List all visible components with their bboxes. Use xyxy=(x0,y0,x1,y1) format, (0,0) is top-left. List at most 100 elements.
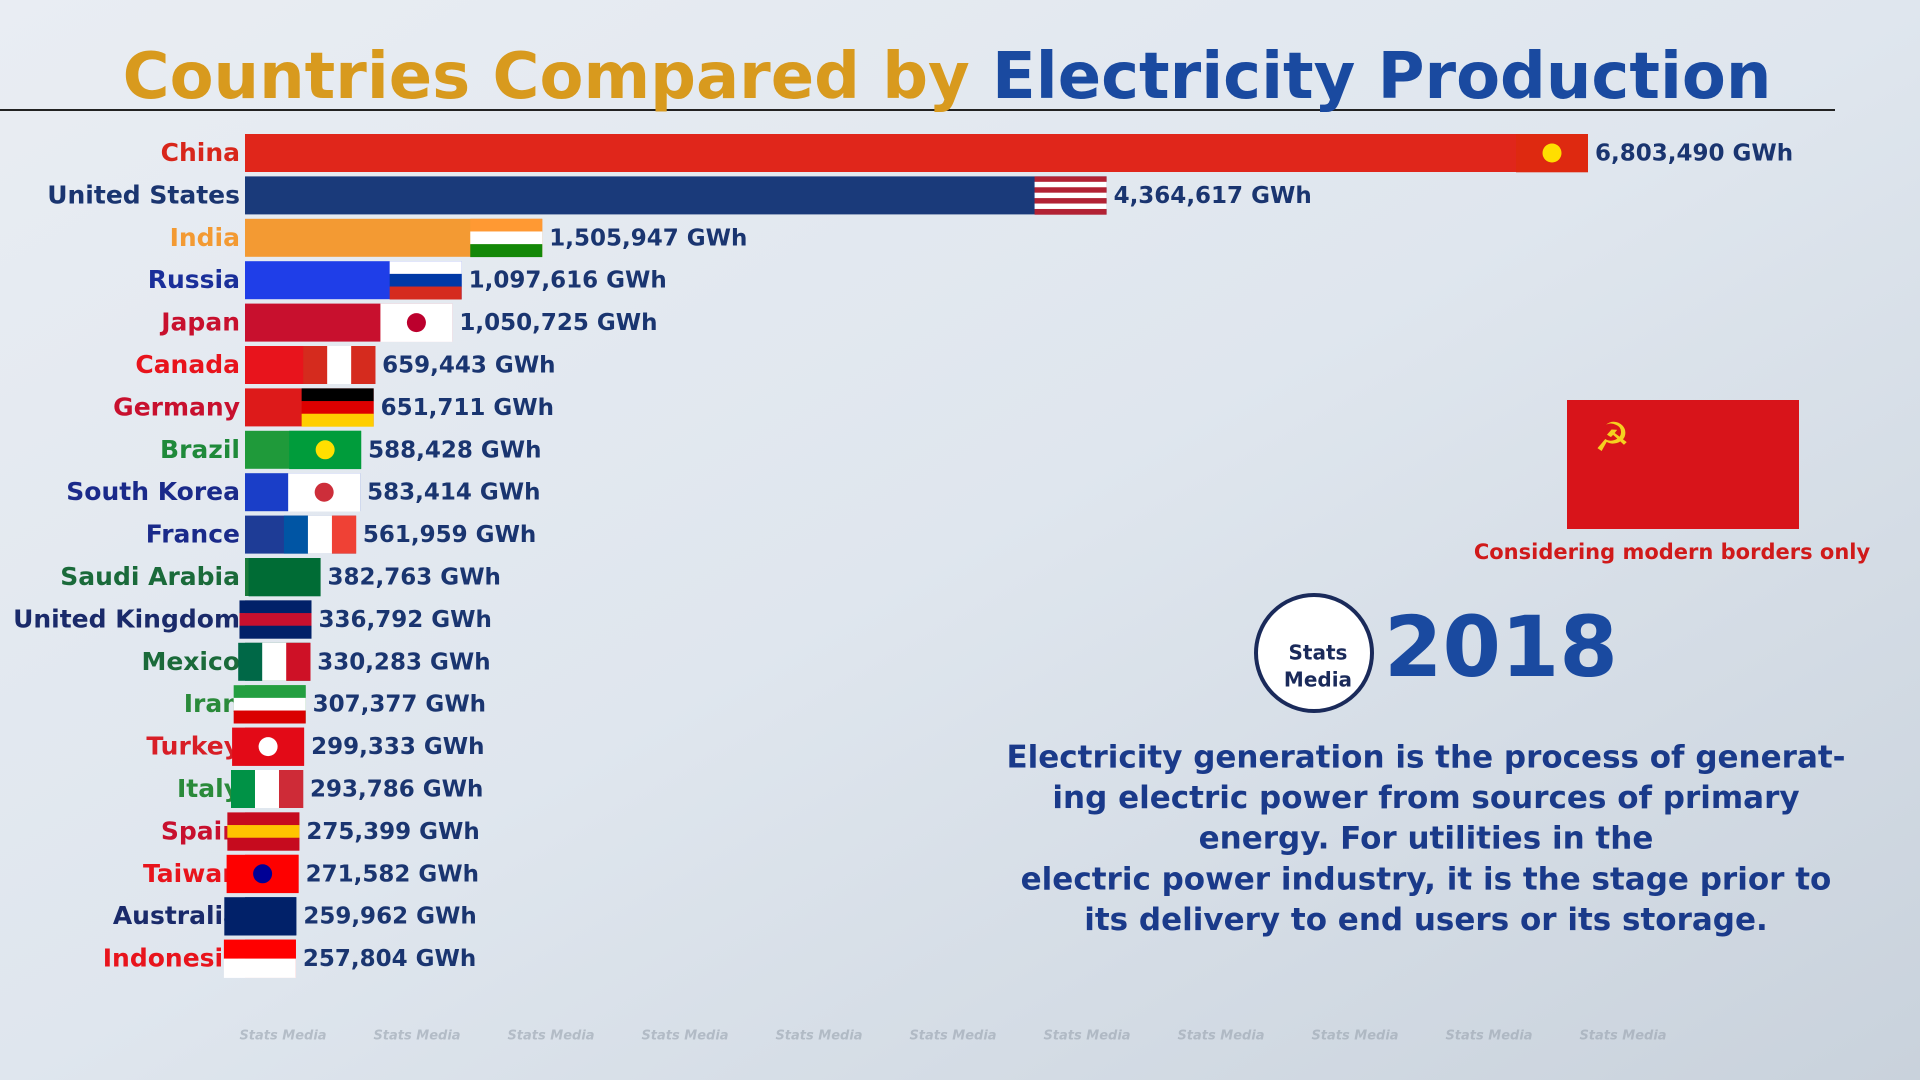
value-label: 293,786 GWh xyxy=(310,777,483,803)
flag xyxy=(331,515,357,554)
flag xyxy=(233,685,306,699)
logo-text: Stats xyxy=(1289,641,1348,665)
flag xyxy=(238,642,263,681)
value-label: 659,443 GWh xyxy=(382,353,555,379)
category-label: India xyxy=(170,223,240,252)
category-label: Spain xyxy=(161,816,240,845)
category-label: Russia xyxy=(148,265,240,294)
flag xyxy=(470,231,543,245)
bar xyxy=(245,134,1588,172)
value-label: 257,804 GWh xyxy=(303,946,476,972)
value-label: 259,962 GWh xyxy=(303,904,476,930)
description-line: energy. For utilities in the xyxy=(1199,821,1654,857)
flag xyxy=(303,346,328,384)
flag xyxy=(286,642,311,681)
description-line: electric power industry, it is the stage… xyxy=(1021,861,1832,897)
flag xyxy=(1034,198,1107,204)
watermark: Stats Media xyxy=(1445,1029,1532,1044)
flag xyxy=(227,825,300,839)
value-label: 4,364,617 GWh xyxy=(1114,183,1312,209)
flag xyxy=(223,958,296,978)
bar xyxy=(245,176,1107,215)
flag xyxy=(239,600,312,614)
value-label: 382,763 GWh xyxy=(328,565,501,591)
flag xyxy=(262,642,287,681)
flag xyxy=(254,770,280,808)
logo xyxy=(1254,593,1374,713)
flag xyxy=(315,440,335,460)
watermark: Stats Media xyxy=(1043,1029,1130,1044)
flag xyxy=(301,388,374,402)
flag xyxy=(1034,208,1107,215)
value-label: 6,803,490 GWh xyxy=(1595,141,1793,167)
ussr-flag xyxy=(1567,400,1799,529)
category-label: United States xyxy=(47,180,240,209)
value-label: 588,428 GWh xyxy=(368,437,541,463)
watermark: Stats Media xyxy=(1177,1029,1264,1044)
watermark: Stats Media xyxy=(909,1029,996,1044)
flag xyxy=(1034,187,1107,193)
category-label: China xyxy=(161,138,240,167)
flag xyxy=(1034,203,1107,210)
flag xyxy=(1034,176,1107,183)
ussr-emblem: ☭ xyxy=(1594,415,1630,461)
category-label: Indonesia xyxy=(103,944,240,973)
flag xyxy=(389,286,462,300)
flag xyxy=(258,737,278,757)
category-label: Saudi Arabia xyxy=(60,562,240,591)
title-part: Countries Compared by xyxy=(123,40,970,114)
description-line: Electricity generation is the process of… xyxy=(1006,740,1845,776)
value-label: 561,959 GWh xyxy=(363,522,536,548)
year: 2018 xyxy=(1384,598,1618,696)
category-label: Canada xyxy=(135,350,240,379)
flag xyxy=(223,939,296,959)
value-label: 330,283 GWh xyxy=(317,649,490,675)
flag xyxy=(327,346,352,384)
watermark: Stats Media xyxy=(775,1029,862,1044)
watermark: Stats Media xyxy=(641,1029,728,1044)
flag xyxy=(233,697,306,711)
flag xyxy=(307,515,333,554)
category-label: France xyxy=(146,520,240,549)
category-label: Japan xyxy=(159,308,240,337)
value-label: 336,792 GWh xyxy=(318,607,491,633)
description-line: its delivery to end users or its storage… xyxy=(1084,902,1768,938)
flag xyxy=(278,770,304,808)
watermark: Stats Media xyxy=(1579,1029,1666,1044)
value-label: 271,582 GWh xyxy=(306,861,479,887)
category-label: Italy xyxy=(177,774,240,803)
value-label: 1,050,725 GWh xyxy=(459,310,657,336)
category-label: Mexico xyxy=(141,647,240,676)
flag xyxy=(301,413,374,427)
value-label: 651,711 GWh xyxy=(381,395,554,421)
flag xyxy=(389,273,462,287)
flag xyxy=(406,313,426,333)
description-line: ing electric power from sources of prima… xyxy=(1052,780,1799,816)
value-label: 1,505,947 GWh xyxy=(549,225,747,251)
category-label: United Kingdom xyxy=(13,604,240,633)
flag xyxy=(224,897,297,936)
flag xyxy=(233,710,306,724)
note: Considering modern borders only xyxy=(1474,540,1871,564)
flag xyxy=(239,613,312,627)
flag xyxy=(470,244,543,258)
value-label: 275,399 GWh xyxy=(306,819,479,845)
flag xyxy=(389,261,462,275)
watermark: Stats Media xyxy=(373,1029,460,1044)
flag xyxy=(283,515,309,554)
flag xyxy=(248,558,321,597)
flag xyxy=(230,770,256,808)
chart-title: Countries Compared by Electricity Produc… xyxy=(123,40,1772,114)
flag xyxy=(1034,181,1107,188)
flag xyxy=(227,837,300,851)
flag xyxy=(470,218,543,232)
flag xyxy=(1034,192,1107,199)
value-label: 1,097,616 GWh xyxy=(469,268,667,294)
title-part: Electricity Production xyxy=(992,40,1771,114)
flag xyxy=(239,625,312,639)
category-label: Brazil xyxy=(160,435,240,464)
category-label: South Korea xyxy=(66,477,240,506)
watermark: Stats Media xyxy=(239,1029,326,1044)
